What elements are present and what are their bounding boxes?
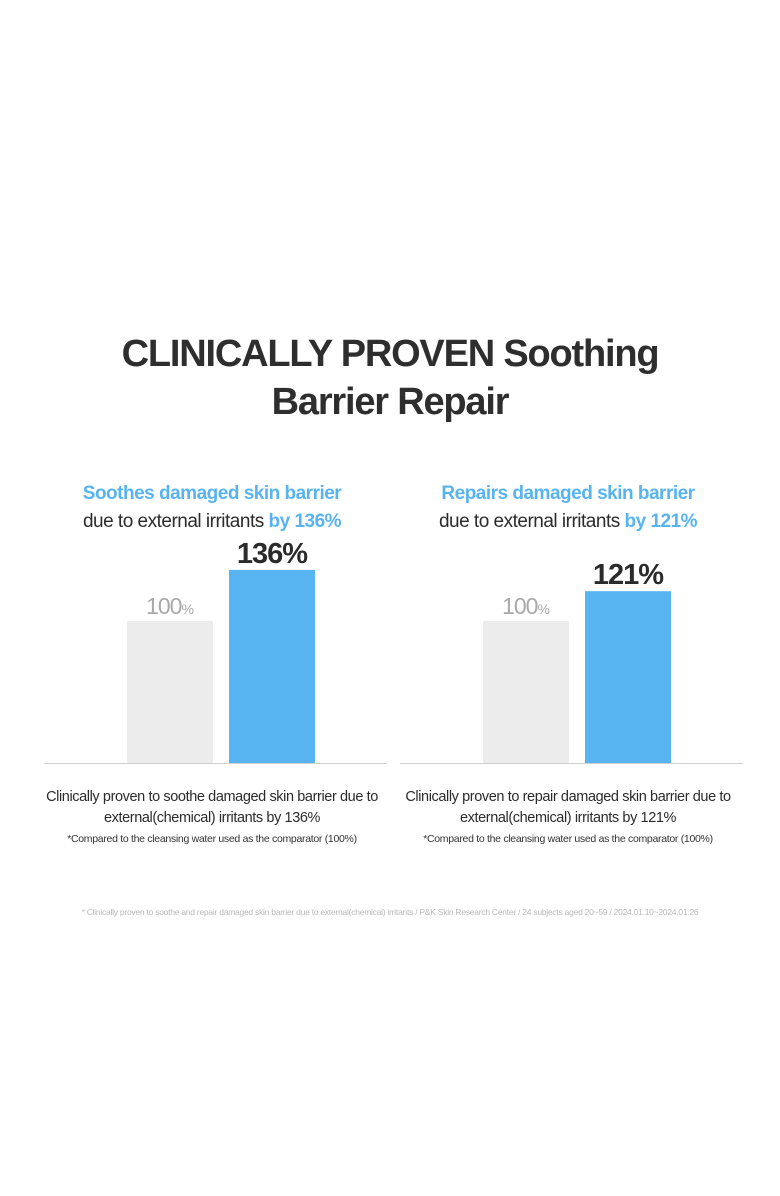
bar-label-comparator: 100% [146, 593, 194, 619]
comparator-note: *Compared to the cleansing water used as… [67, 833, 357, 845]
headline-percent: by 121% [624, 511, 698, 532]
study-footnote: * Clinically proven to soothe and repair… [81, 907, 699, 917]
caption-line2: external(chemical) irritants by 136% [103, 810, 321, 826]
page-title: CLINICALLY PROVEN Soothing Barrier Repai… [0, 330, 780, 426]
result-panel-soothe: Soothes damaged skin barrier due to exte… [37, 480, 387, 860]
bar-label-comparator: 100% [502, 593, 550, 619]
panel-headline: Soothes damaged skin barrier due to exte… [37, 480, 387, 536]
result-panel-repair: Repairs damaged skin barrier due to exte… [393, 480, 743, 860]
page-title-line1: CLINICALLY PROVEN Soothing [121, 333, 660, 375]
headline-percent: by 136% [268, 511, 342, 532]
bar-result [585, 591, 671, 763]
page-title-line2: Barrier Repair [271, 381, 510, 423]
bar-label-result: 136% [237, 538, 308, 570]
bar-chart-repair: 100% 121% [393, 540, 743, 765]
headline-accent: Repairs damaged skin barrier [441, 483, 695, 504]
headline-accent: Soothes damaged skin barrier [82, 483, 342, 504]
caption-line2: external(chemical) irritants by 121% [459, 810, 677, 826]
bar-chart-svg: 100% 121% [400, 559, 743, 764]
bar-result [229, 569, 315, 763]
panel-caption: Clinically proven to repair damaged skin… [383, 787, 753, 829]
bar-label-result: 121% [593, 559, 664, 591]
bar-comparator [127, 621, 213, 763]
comparator-note: *Compared to the cleansing water used as… [423, 833, 713, 845]
bar-chart-soothe: 100% 136% [37, 538, 387, 765]
caption-line1: Clinically proven to soothe damaged skin… [46, 789, 378, 805]
bar-label-unit: % [181, 601, 193, 617]
bar-comparator [483, 621, 569, 763]
headline-text: due to external irritants [438, 511, 625, 532]
caption-line1: Clinically proven to repair damaged skin… [405, 789, 731, 805]
panel-headline: Repairs damaged skin barrier due to exte… [393, 480, 743, 536]
panel-caption: Clinically proven to soothe damaged skin… [27, 787, 397, 829]
bar-chart-svg: 100% 136% [44, 538, 387, 764]
headline-text: due to external irritants [82, 511, 269, 532]
bar-label-unit: % [537, 601, 549, 617]
